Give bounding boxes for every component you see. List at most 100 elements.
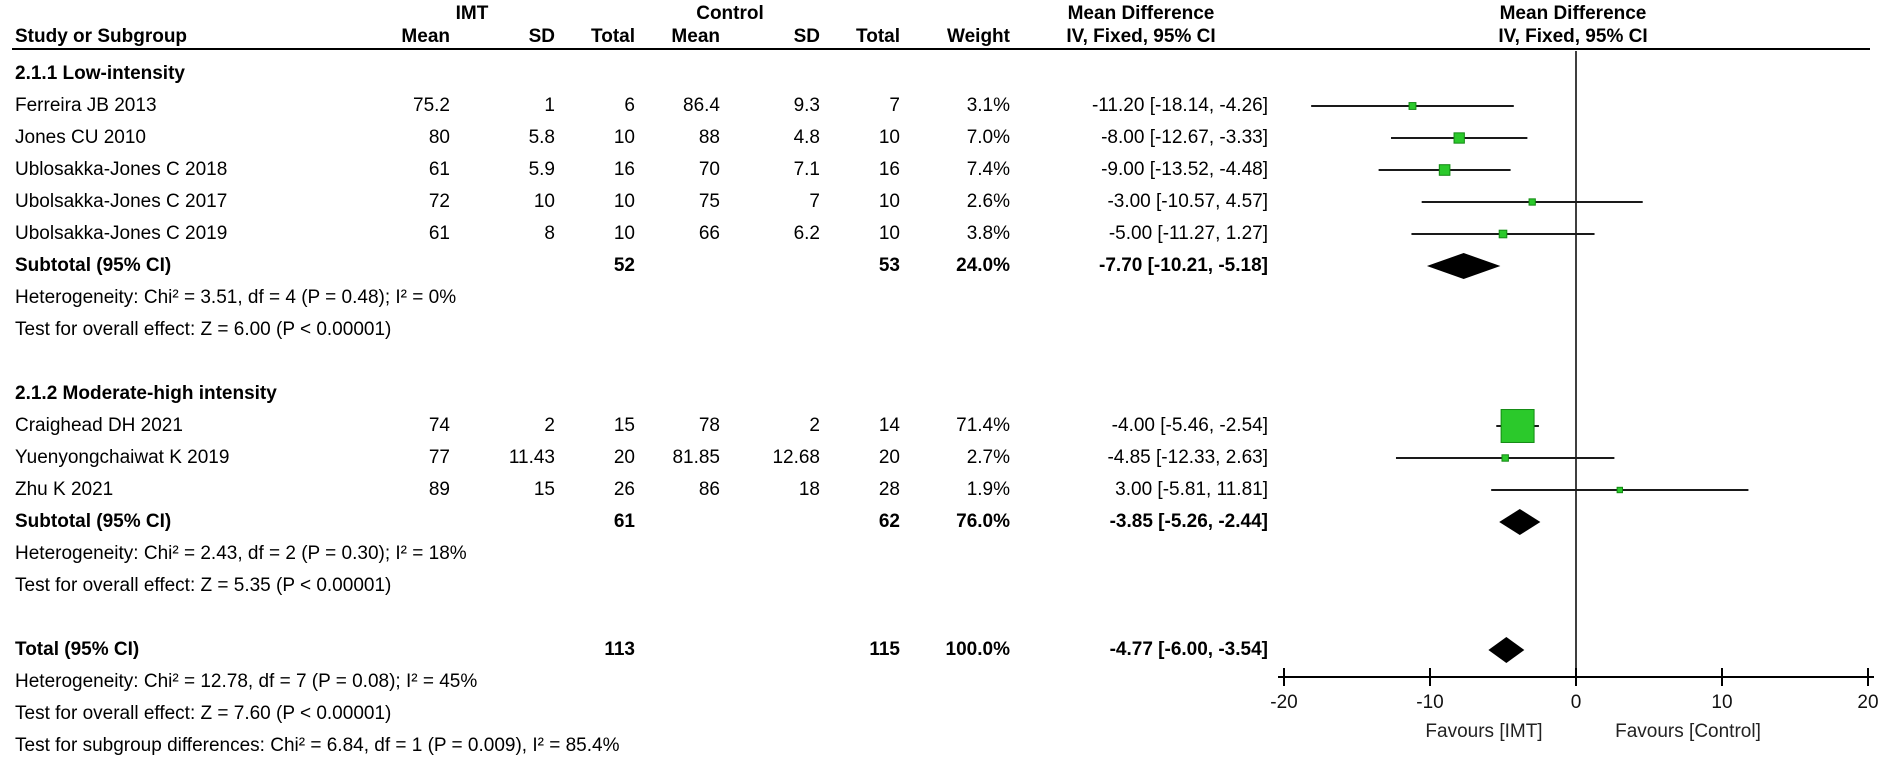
cell-sd-imt: 11.43 [508,447,555,468]
cell-sd-imt: 8 [544,223,555,244]
cell-ci: -4.85 [-12.33, 2.63] [1107,447,1268,468]
study-row: Zhu K 2021 89 15 26 86 18 28 1.9% 3.00 [-5.81, 1… [0,474,1900,506]
header-divider [12,48,1870,50]
col-header-study: Study or Subgroup [15,26,188,47]
study-row: Yuenyongchaiwat K 2019 77 11.43 20 81.85 12.6… [0,442,1900,474]
note-row: Test for overall effect: Z = 6.00 (P < 0… [0,314,1900,346]
note-row: Test for overall effect: Z = 5.35 (P < 0… [0,570,1900,602]
mean-difference-header-left: Mean Difference [1067,3,1215,24]
col-header-mean2: Mean [671,26,720,47]
cell-total-control: 10 [878,191,900,212]
title-row: 2.1.1 Low-intensity [0,58,1900,90]
note-row: Test for overall effect: Z = 7.60 (P < 0… [0,698,1900,730]
cell-weight: 7.0% [966,127,1010,148]
subgroup-title: 2.1.1 Low-intensity [15,63,185,84]
cell-sd-imt: 10 [533,191,555,212]
cell-mean-control: 70 [698,159,720,180]
cell-total-control: 62 [878,511,900,532]
cell-sd-control: 7.1 [793,159,820,180]
col-header-total2: Total [856,26,900,47]
cell-ci: -5.00 [-11.27, 1.27] [1108,223,1268,244]
heterogeneity-text: Heterogeneity: Chi² = 3.51, df = 4 (P = … [15,287,457,308]
cell-ci: -4.77 [-6.00, -3.54] [1109,639,1268,660]
cell-mean-imt: 77 [428,447,450,468]
cell-ci: -7.70 [-10.21, -5.18] [1099,255,1268,276]
cell-sd-control: 18 [798,479,820,500]
overall-effect-text: Test for overall effect: Z = 6.00 (P < 0… [15,319,392,340]
cell-mean-imt: 74 [428,415,450,436]
cell-weight: 2.6% [966,191,1010,212]
cell-total-imt: 16 [613,159,635,180]
subtotal-label: Subtotal (95% CI) [15,255,172,276]
note-row: Test for subgroup differences: Chi² = 6.… [0,730,1900,759]
cell-weight: 71.4% [956,415,1010,436]
study-label: Craighead DH 2021 [15,415,183,436]
subgroup-title: 2.1.2 Moderate-high intensity [15,383,277,404]
cell-total-control: 115 [869,639,900,660]
pooled-row: Total (95% CI) 113 115 100.0% -4.77 [-6.00, … [0,634,1900,666]
note-row: Heterogeneity: Chi² = 2.43, df = 2 (P = … [0,538,1900,570]
cell-weight: 3.1% [966,95,1010,116]
cell-mean-control: 81.85 [672,447,720,468]
cell-mean-imt: 72 [428,191,450,212]
cell-sd-imt: 5.8 [528,127,555,148]
blank-row [0,602,1900,634]
cell-total-imt: 61 [613,511,635,532]
cell-ci: -3.85 [-5.26, -2.44] [1109,511,1268,532]
cell-total-control: 28 [878,479,900,500]
cell-total-control: 10 [878,127,900,148]
cell-mean-control: 66 [698,223,720,244]
cell-mean-control: 75 [698,191,720,212]
cell-mean-imt: 89 [428,479,450,500]
cell-sd-imt: 2 [544,415,555,436]
cell-ci: 3.00 [-5.81, 11.81] [1115,479,1268,500]
pooled-row: Subtotal (95% CI) 61 62 76.0% -3.85 [-5.26, … [0,506,1900,538]
study-row: Ferreira JB 2013 75.2 1 6 86.4 9.3 7 3.1% -11.20… [0,90,1900,122]
cell-total-imt: 10 [613,191,635,212]
subtotal-label: Subtotal (95% CI) [15,511,172,532]
cell-total-control: 53 [878,255,900,276]
cell-total-imt: 6 [624,95,635,116]
cell-sd-control: 4.8 [793,127,820,148]
cell-sd-imt: 1 [544,95,555,116]
cell-total-imt: 52 [613,255,635,276]
cell-weight: 2.7% [966,447,1010,468]
group1-header: IMT [455,3,489,24]
col-header-weight: Weight [947,26,1010,47]
cell-mean-imt: 80 [428,127,450,148]
col-header-sd2: SD [793,26,820,47]
study-label: Ferreira JB 2013 [15,95,157,116]
subgroup-differences-text: Test for subgroup differences: Chi² = 6.… [15,735,620,756]
cell-sd-control: 6.2 [793,223,820,244]
study-row: Ubolsakka-Jones C 2017 72 10 10 75 7 10 2.6% -3.… [0,186,1900,218]
cell-sd-imt: 5.9 [528,159,555,180]
cell-mean-imt: 61 [428,159,450,180]
cell-ci: -8.00 [-12.67, -3.33] [1101,127,1268,148]
cell-sd-control: 12.68 [772,447,820,468]
study-label: Jones CU 2010 [15,127,146,148]
study-row: Craighead DH 2021 74 2 15 78 2 14 71.4% -4.00 [-… [0,410,1900,442]
study-label: Ubolsakka-Jones C 2017 [15,191,228,212]
overall-effect-text: Test for overall effect: Z = 7.60 (P < 0… [15,703,392,724]
cell-mean-control: 78 [698,415,720,436]
cell-sd-control: 2 [809,415,820,436]
cell-total-imt: 10 [613,223,635,244]
cell-total-control: 20 [878,447,900,468]
cell-total-imt: 26 [613,479,635,500]
pooled-row: Subtotal (95% CI) 52 53 24.0% -7.70 [-10.21,… [0,250,1900,282]
cell-weight: 76.0% [956,511,1010,532]
cell-total-imt: 15 [613,415,635,436]
cell-ci: -4.00 [-5.46, -2.54] [1111,415,1268,436]
study-label: Ublosakka-Jones C 2018 [15,159,228,180]
cell-total-control: 10 [878,223,900,244]
cell-total-imt: 20 [613,447,635,468]
col-header-mean1: Mean [401,26,450,47]
total-label: Total (95% CI) [15,639,140,660]
cell-total-control: 7 [889,95,900,116]
cell-ci: -9.00 [-13.52, -4.48] [1101,159,1268,180]
cell-ci: -11.20 [-18.14, -4.26] [1091,95,1268,116]
heterogeneity-text: Heterogeneity: Chi² = 2.43, df = 2 (P = … [15,543,467,564]
col-header-sd1: SD [528,26,555,47]
cell-mean-imt: 75.2 [413,95,450,116]
